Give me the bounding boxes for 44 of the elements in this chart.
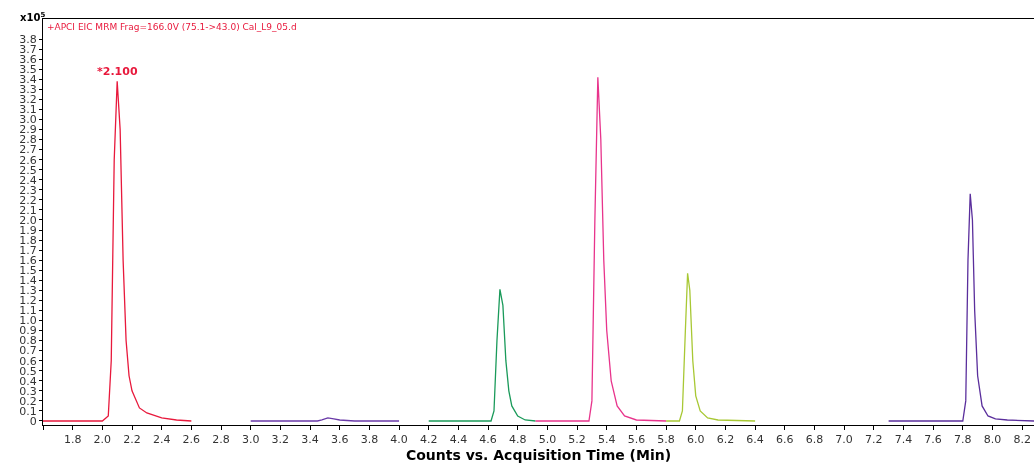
x-tick-label: 2.4 [152,433,171,447]
x-tick-label: 3.2 [271,433,290,447]
x-tick-label: 6.2 [716,433,735,447]
x-tick-label: 5.4 [597,433,616,447]
x-axis-title: Counts vs. Acquisition Time (Min) [405,446,672,463]
x-tick-label: 6.0 [687,433,705,447]
x-tick-label: 7.4 [894,433,913,447]
x-tick-label: 4.2 [419,433,438,447]
line-series [428,288,537,422]
y-tick-label: 3.8 [19,32,37,46]
x-tick-label: 3.0 [241,433,260,447]
y-axis-title: x10$^{5}$ [20,11,46,24]
x-tick-label: 3.6 [330,433,349,447]
x-tick-label: 7.2 [865,433,883,447]
x-tick-label: 6.4 [746,433,764,447]
line-series [887,193,1034,422]
annotation: *2.100 [97,65,138,78]
line-series [43,80,192,422]
y-tick-label: 3.7 [19,43,37,56]
x-tick-label: 3.8 [360,433,379,447]
x-tick-label: 7.6 [924,433,942,447]
x-tick-label: 7.0 [835,433,853,447]
x-tick-label: 2.6 [182,433,201,447]
x-tick-label: 3.4 [301,433,319,447]
x-tick-label: 4.4 [449,433,468,447]
x-tick-label: 6.6 [776,433,794,447]
x-tick-label: 8.2 [1013,433,1031,447]
x-tick-label: 7.8 [954,433,972,447]
x-tick-label: 5.6 [627,433,646,447]
chart-title: +APCI EIC MRM Frag=166.0V (75.1->43.0) Cal_L9_05.d [46,22,297,33]
x-tick-label: 2.0 [93,433,112,447]
x-tick-label: 8.0 [983,433,1002,447]
x-tick-label: 4.8 [508,433,527,447]
x-tick-label: 4.0 [390,433,408,447]
x-tick-label: 1.8 [63,433,82,447]
x-tick-label: 6.8 [805,433,824,447]
x-tick-label: 4.6 [479,433,497,447]
x-tick-label: 2.2 [123,433,141,447]
x-tick-label: 5.2 [568,433,586,447]
x-tick-label: 2.8 [212,433,230,447]
x-tick-label: 5.0 [538,433,557,447]
line-series [534,76,667,422]
x-tick-label: 5.8 [657,433,675,447]
line-series [665,272,756,422]
